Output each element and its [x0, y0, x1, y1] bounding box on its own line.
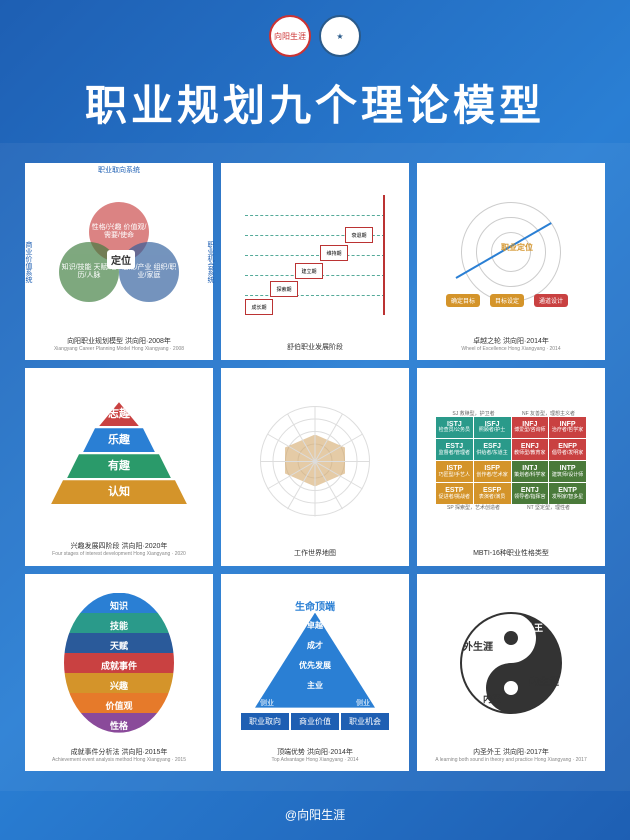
step-chart: 成长期探索期建立期维持期衰退期 — [245, 195, 385, 315]
taiji-diagram: 外王外生涯内圣内生涯 — [451, 603, 571, 723]
triangle-hierarchy: 生命顶端卓越成才优先发展主业侧业侧业职业取向商业价值职业机会 — [240, 598, 390, 728]
card-caption: 舒伯职业发展阶段 — [229, 343, 401, 352]
card-caption: 内圣外王 洪向阳·2017年A learning both sound in t… — [425, 748, 597, 764]
venn-right-label: 职业机会系统 — [205, 241, 215, 283]
model-grid: 职业取向系统 商业价值系统 职业机会系统 性格/兴趣 价值观/需要/使命知识/技… — [0, 143, 630, 791]
venn-left-label: 商业价值系统 — [23, 241, 33, 283]
card-triangle: 生命顶端卓越成才优先发展主业侧业侧业职业取向商业价值职业机会 顶端优势 洪向阳·… — [221, 574, 409, 771]
logo-secondary: ★ — [319, 15, 361, 57]
card-radar: 工作世界地图 — [221, 368, 409, 565]
mbti-grid: ISTJ检查员/公务员ISFJ照顾者/护士INFJ博爱型/咨询师INFP治疗者/… — [436, 417, 586, 505]
card-caption: 向阳职业规划模型 洪向阳·2008年Xiangyang Career Plann… — [33, 337, 205, 353]
card-taiji: 外王外生涯内圣内生涯 内圣外王 洪向阳·2017年A learning both… — [417, 574, 605, 771]
card-caption: MBTI-16种职业性格类型 — [425, 549, 597, 558]
wheel-diagram: 职业定位确定目标目标设定通道设计 — [446, 197, 576, 307]
card-mbti: SJ 救赎型，护卫者NF 友善型，理想主义者 ISTJ检查员/公务员ISFJ照顾… — [417, 368, 605, 565]
card-oval: 知识技能天赋成就事件兴趣价值观性格 成就事件分析法 洪向阳·2015年Achie… — [25, 574, 213, 771]
logo-row: 向阳生涯 ★ — [0, 15, 630, 57]
pyramid-4level: 志趣乐趣有趣认知 — [49, 402, 189, 512]
card-steps: 成长期探索期建立期维持期衰退期 舒伯职业发展阶段 — [221, 163, 409, 360]
logo-xiangyang: 向阳生涯 — [269, 15, 311, 57]
card-venn: 职业取向系统 商业价值系统 职业机会系统 性格/兴趣 价值观/需要/使命知识/技… — [25, 163, 213, 360]
radar-chart — [255, 401, 375, 521]
footer-credit: @向阳生涯 — [0, 791, 630, 838]
card-caption: 顶端优势 洪向阳·2014年Top Advantage Hong Xiangya… — [229, 748, 401, 764]
card-caption: 兴趣发展四阶段 洪向阳·2020年Four stages of interest… — [33, 542, 205, 558]
card-caption: 工作世界地图 — [229, 549, 401, 558]
oval-bands: 知识技能天赋成就事件兴趣价值观性格 — [64, 593, 174, 733]
header: 向阳生涯 ★ 职业规划九个理论模型 — [0, 0, 630, 143]
card-caption: 成就事件分析法 洪向阳·2015年Achievement event analy… — [33, 748, 205, 764]
card-caption: 卓越之轮 洪向阳·2014年Wheel of Excellence Hong X… — [425, 337, 597, 353]
card-wheel: 职业定位确定目标目标设定通道设计 卓越之轮 洪向阳·2014年Wheel of … — [417, 163, 605, 360]
page-title: 职业规划九个理论模型 — [0, 72, 630, 133]
card-pyramid4: 志趣乐趣有趣认知 兴趣发展四阶段 洪向阳·2020年Four stages of… — [25, 368, 213, 565]
venn-diagram: 性格/兴趣 价值观/需要/使命知识/技能 天赋/经历/人脉宏观/产业 组织/职业… — [59, 202, 179, 302]
